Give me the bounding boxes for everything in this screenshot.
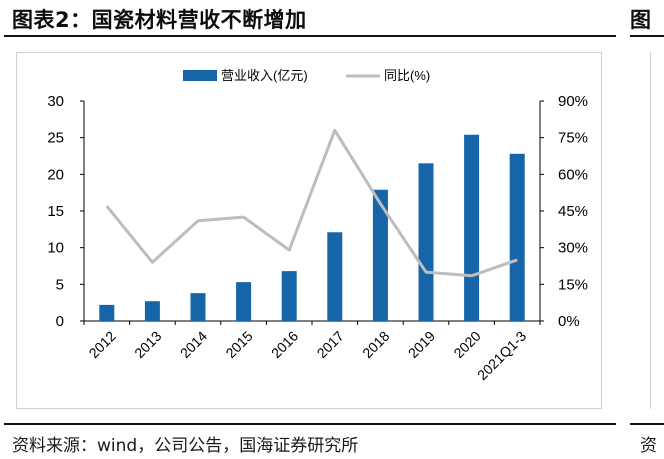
left-y-tick-label: 15 [47, 203, 64, 220]
left-y-tick-label: 0 [56, 313, 64, 330]
x-category-label: 2021Q1-3 [474, 328, 529, 383]
right-y-tick-label: 60% [558, 166, 588, 183]
x-category-label: 2012 [86, 328, 119, 361]
growth-line [105, 128, 518, 278]
left-y-tick-label: 20 [47, 166, 64, 183]
revenue-bar [418, 163, 434, 321]
left-y-tick-label: 30 [47, 93, 64, 110]
revenue-bar [464, 134, 480, 321]
right-y-tick-label: 15% [558, 276, 588, 293]
x-category-label: 2019 [405, 328, 438, 361]
x-category-label: 2018 [359, 328, 392, 361]
source-note: 资料来源：wind，公司公告，国海证券研究所 [12, 436, 359, 456]
revenue-bar [190, 293, 206, 321]
legend-revenue-label: 营业收入(亿元) [221, 68, 308, 83]
legend-growth-label: 同比(%) [384, 68, 430, 83]
right-y-tick-label: 90% [558, 93, 588, 110]
chart-title: 图表2：国瓷材料营收不断增加 [12, 8, 307, 32]
left-y-tick-label: 25 [47, 130, 64, 147]
next-source-fragment: 资 [640, 436, 657, 456]
x-category-label: 2017 [314, 328, 347, 361]
x-category-label: 2015 [222, 328, 255, 361]
right-y-tick-label: 45% [558, 203, 588, 220]
bottom-divider [4, 423, 616, 425]
next-chart-title-fragment: 图 [630, 8, 651, 32]
revenue-bar [144, 301, 160, 321]
revenue-bar [509, 153, 525, 321]
next-chart-frame [650, 52, 664, 409]
revenue-bar [236, 282, 252, 321]
revenue-bar [281, 271, 297, 321]
left-y-tick-label: 10 [47, 240, 64, 257]
chart-frame [16, 52, 602, 409]
next-bottom-divider [630, 423, 664, 425]
revenue-bar [327, 232, 343, 321]
x-category-label: 2016 [268, 328, 301, 361]
x-category-label: 2020 [450, 328, 483, 361]
right-y-tick-label: 75% [558, 130, 588, 147]
revenue-bar [372, 189, 388, 321]
x-category-label: 2014 [177, 328, 210, 361]
revenue-bar [99, 304, 115, 321]
right-y-tick-label: 30% [558, 240, 588, 257]
left-y-tick-label: 5 [56, 276, 64, 293]
x-category-label: 2013 [131, 328, 164, 361]
top-divider [4, 35, 616, 37]
right-y-tick-label: 0% [558, 313, 580, 330]
next-top-divider [630, 35, 664, 37]
legend-revenue-swatch [183, 70, 217, 81]
